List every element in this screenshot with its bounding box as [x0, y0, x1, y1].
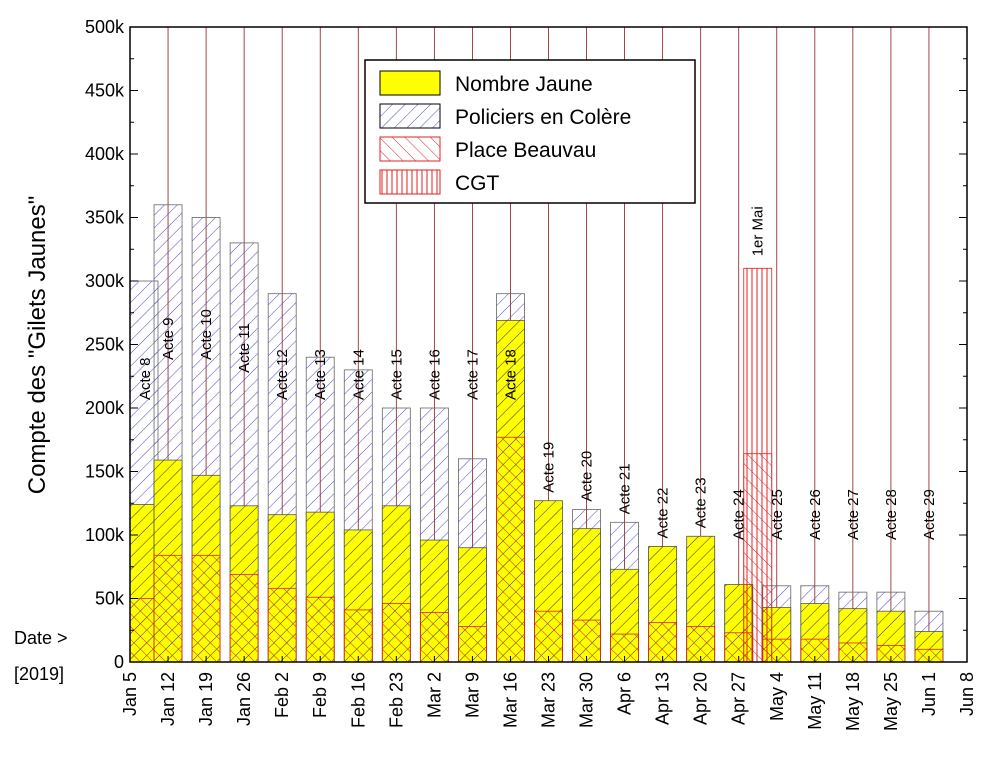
act-label: Acte 14: [350, 349, 367, 400]
x-tick-label: Apr 27: [729, 672, 749, 725]
legend-label-beauvau: Place Beauvau: [455, 139, 596, 162]
x-tick-label: May 18: [843, 672, 863, 731]
x-tick-label: Mar 9: [462, 672, 482, 718]
y-tick-label: 50k: [95, 589, 125, 609]
act-labels-layer: Acte 8 Acte 9 Acte 10 Acte 11 Acte 12 Acte 13…: [137, 206, 938, 540]
y-tick-label: 150k: [85, 462, 125, 482]
x-tick-label: Feb 16: [348, 672, 368, 728]
may-day-label: 1er Mai: [750, 206, 767, 256]
y-tick-label: 400k: [85, 144, 125, 164]
x-axis-title-line1: Date >: [14, 628, 68, 648]
bar-beauvau: [381, 603, 411, 663]
x-tick-label: May 25: [881, 672, 901, 731]
legend-label-nombre-jaune: Nombre Jaune: [455, 73, 593, 96]
act-label: Acte 26: [807, 489, 824, 540]
x-tick-label: Jun 1: [919, 672, 939, 716]
legend-entry-policiers: Policiers en Colère: [379, 103, 631, 129]
x-tick-label: Feb 23: [386, 672, 406, 728]
act-label: Acte 18: [502, 349, 519, 400]
act-label: Acte 16: [426, 349, 443, 400]
bar-beauvau: [153, 554, 183, 663]
y-tick-label: 500k: [85, 17, 125, 37]
x-tick-label: Apr 13: [653, 672, 673, 725]
x-tick-label: Feb 2: [272, 672, 292, 718]
bar-beauvau-may-day: [743, 453, 773, 663]
legend-swatch-policiers: [379, 103, 441, 129]
x-tick-label: Apr 6: [615, 672, 635, 715]
bar-beauvau: [496, 436, 525, 663]
legend-entry-nombre-jaune: Nombre Jaune: [379, 70, 593, 96]
act-label: Acte 21: [617, 463, 634, 514]
bar-beauvau: [229, 573, 259, 663]
x-tick-label: Apr 20: [691, 672, 711, 725]
y-tick-label: 350k: [85, 208, 125, 228]
act-label: Acte 19: [541, 442, 558, 493]
y-tick-label: 450k: [85, 81, 125, 101]
act-label: Acte 25: [769, 489, 786, 540]
act-label: Acte 20: [579, 451, 596, 502]
x-tick-label: Mar 2: [424, 672, 444, 718]
act-label: Acte 15: [388, 349, 405, 400]
act-label: Acte 11: [236, 323, 253, 373]
act-label: Acte 28: [883, 489, 900, 540]
x-axis-title-line2: [2019]: [14, 664, 64, 684]
y-tick-label: 300k: [85, 271, 125, 291]
act-label: Acte 27: [845, 489, 862, 540]
legend: Nombre Jaune Policiers en Colère Place B…: [364, 59, 696, 204]
act-label: Acte 17: [464, 349, 481, 400]
bar-beauvau: [572, 619, 601, 663]
x-axis: Jan 5 Jan 12 Jan 19 Jan 26 Feb 2 Feb 9 Feb 16 F…: [120, 656, 977, 731]
legend-label-policiers: Policiers en Colère: [455, 106, 631, 129]
act-label: Acte 23: [693, 477, 710, 528]
y-tick-label: 100k: [85, 525, 125, 545]
legend-entry-cgt: CGT: [379, 169, 500, 195]
y-tick-label: 200k: [85, 398, 125, 418]
act-label: Acte 12: [274, 349, 291, 400]
x-tick-label: Jan 19: [196, 672, 216, 726]
bar-beauvau: [419, 612, 449, 663]
legend-swatch-beauvau: [379, 136, 441, 162]
bar-beauvau: [343, 609, 373, 663]
legend-swatch-nombre-jaune: [379, 70, 441, 96]
act-label: Acte 8: [137, 357, 154, 400]
x-tick-label: Jan 5: [120, 672, 140, 716]
act-label: Acte 13: [312, 349, 329, 400]
y-axis-title: Compte des "Gilets Jaunes": [24, 196, 51, 495]
bar-beauvau: [267, 587, 297, 663]
act-label: Acte 29: [921, 489, 938, 540]
x-tick-label: Jan 26: [234, 672, 254, 726]
y-axis: 0 50k 100k 150k 200k 250k 300k 350k 400k 450k 500k: [85, 17, 967, 672]
x-tick-label: Mar 16: [500, 672, 520, 728]
act-label: Acte 10: [198, 309, 215, 360]
bars-layer: [129, 204, 944, 663]
x-tick-label: Jan 12: [158, 672, 178, 726]
bar-beauvau: [534, 610, 563, 663]
x-tick-label: Feb 9: [310, 672, 330, 718]
bar-beauvau: [191, 554, 221, 663]
x-tick-label: Mar 23: [539, 672, 559, 728]
legend-label-cgt: CGT: [455, 172, 500, 195]
legend-entry-beauvau: Place Beauvau: [379, 136, 596, 162]
bar-beauvau: [129, 598, 159, 663]
y-tick-label: 250k: [85, 335, 125, 355]
x-tick-label: Jun 8: [957, 672, 977, 716]
x-tick-label: Mar 30: [577, 672, 597, 728]
bar-beauvau: [305, 596, 335, 663]
legend-swatch-cgt: [379, 169, 441, 195]
act-label: Acte 22: [655, 488, 672, 539]
act-label: Acte 24: [731, 489, 748, 540]
x-tick-label: May 11: [805, 672, 825, 730]
act-label: Acte 9: [160, 317, 177, 360]
x-tick-label: May 4: [767, 672, 787, 721]
y-tick-label: 0: [114, 652, 124, 672]
